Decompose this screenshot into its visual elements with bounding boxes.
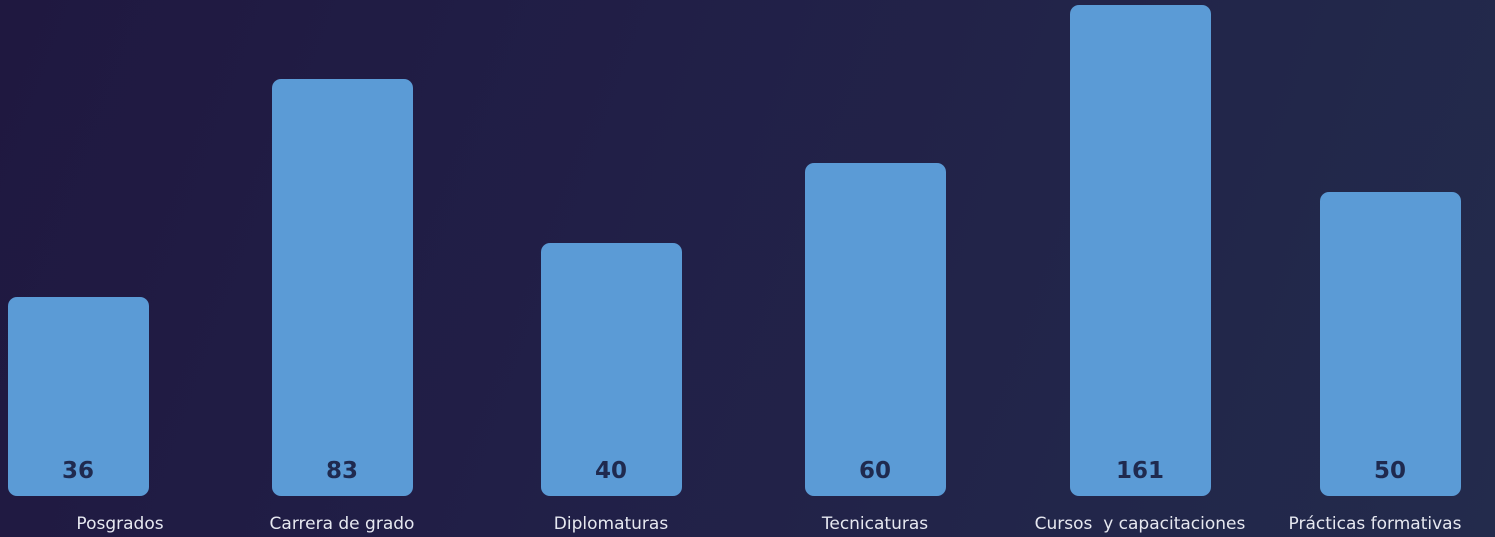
bar-4: 60 <box>804 162 946 496</box>
category-label: Tecnicaturas <box>821 514 929 534</box>
bar-value-label: 83 <box>325 457 358 484</box>
category-label: Posgrados <box>76 514 164 534</box>
category-label: Carrera de grado <box>269 514 415 534</box>
category-label: Prácticas formativas <box>1288 514 1462 534</box>
category-label: Diplomaturas <box>553 514 669 534</box>
bar-2: 83 <box>271 79 413 496</box>
bar-value-label: 60 <box>858 457 891 484</box>
bar-value-label: 50 <box>1373 457 1406 484</box>
bar-value-label: 36 <box>61 457 94 484</box>
bar-6: 50 <box>1319 191 1461 496</box>
category-label: Cursos y capacitaciones <box>1034 514 1246 534</box>
bar-1: 36 <box>7 297 149 496</box>
bar-5: 161 <box>1069 5 1211 496</box>
bar-value-label: 161 <box>1115 458 1164 484</box>
bar-value-label: 40 <box>594 457 627 484</box>
bar-3: 40 <box>540 243 682 496</box>
